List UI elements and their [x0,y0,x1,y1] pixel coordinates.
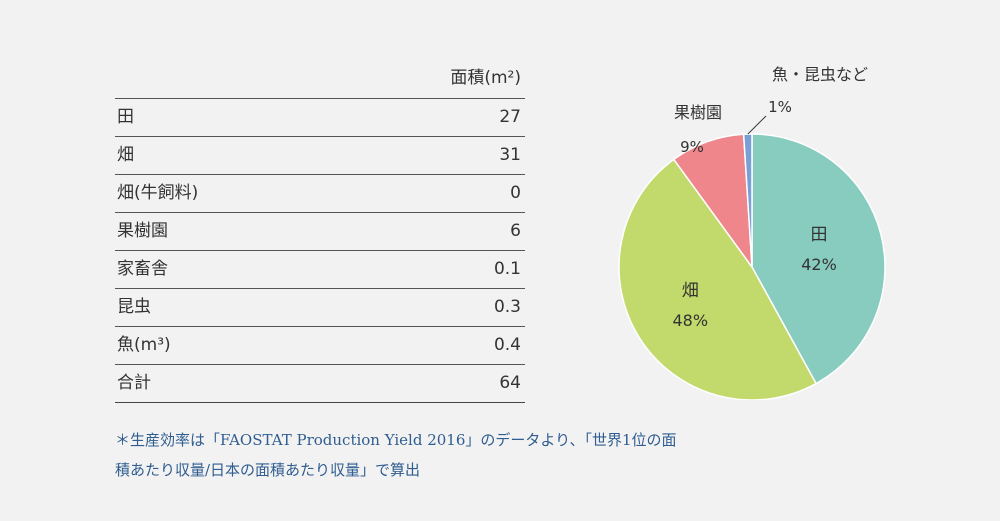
slice-label: 魚・昆虫など [772,65,868,84]
row-value: 6 [510,221,521,241]
pie-chart: 田 42% 畑 48% 果樹園 9% 魚・昆虫など 1% [618,65,886,400]
total-value: 64 [499,373,521,393]
slice-percent: 42% [801,255,837,274]
slice-label: 田 [810,225,827,245]
table-row: 家畜舎 0.1 [115,251,525,289]
row-label: 果樹園 [117,221,168,241]
row-value: 31 [499,145,521,165]
pie-slice [618,158,818,400]
slice-label: 果樹園 [674,103,722,122]
row-value: 27 [499,107,521,127]
table-row: 畑(牛飼料) 0 [115,175,525,213]
footnote-line: ＊生産効率は「FAOSTAT Production Yield 2016」のデー… [115,431,677,449]
table-row: 田 27 [115,99,525,137]
row-label: 畑 [117,145,134,165]
row-label: 田 [117,107,134,127]
table-row: 昆虫 0.3 [115,289,525,327]
row-value: 0 [510,183,521,203]
slice-label: 畑 [682,281,699,301]
total-label: 合計 [117,373,151,393]
row-label: 魚(m³) [117,335,171,355]
table-header-row: 面積(m²) [115,60,525,99]
row-value: 0.4 [493,335,521,355]
footnote: ＊生産効率は「FAOSTAT Production Yield 2016」のデー… [115,425,915,485]
row-label: 家畜舎 [117,259,168,279]
pie-slice [751,133,886,385]
area-table: 面積(m²) 田 27 畑 31 畑(牛飼料) 0 果樹園 6 家畜舎 0.1 … [115,60,525,403]
footnote-line: 積あたり収量/日本の面積あたり収量」で算出 [115,461,421,479]
table-row: 魚(m³) 0.4 [115,327,525,365]
row-label: 昆虫 [117,297,151,317]
row-label: 畑(牛飼料) [117,183,199,203]
table-row: 果樹園 6 [115,213,525,251]
slice-percent: 1% [768,98,792,116]
table-total-row: 合計 64 [115,365,525,403]
area-column-header: 面積(m²) [450,68,521,88]
row-value: 0.3 [493,297,521,317]
slice-percent: 48% [672,311,708,330]
table-row: 畑 31 [115,137,525,175]
leader-line [747,115,767,135]
row-value: 0.1 [493,259,521,279]
slice-percent: 9% [680,138,704,156]
